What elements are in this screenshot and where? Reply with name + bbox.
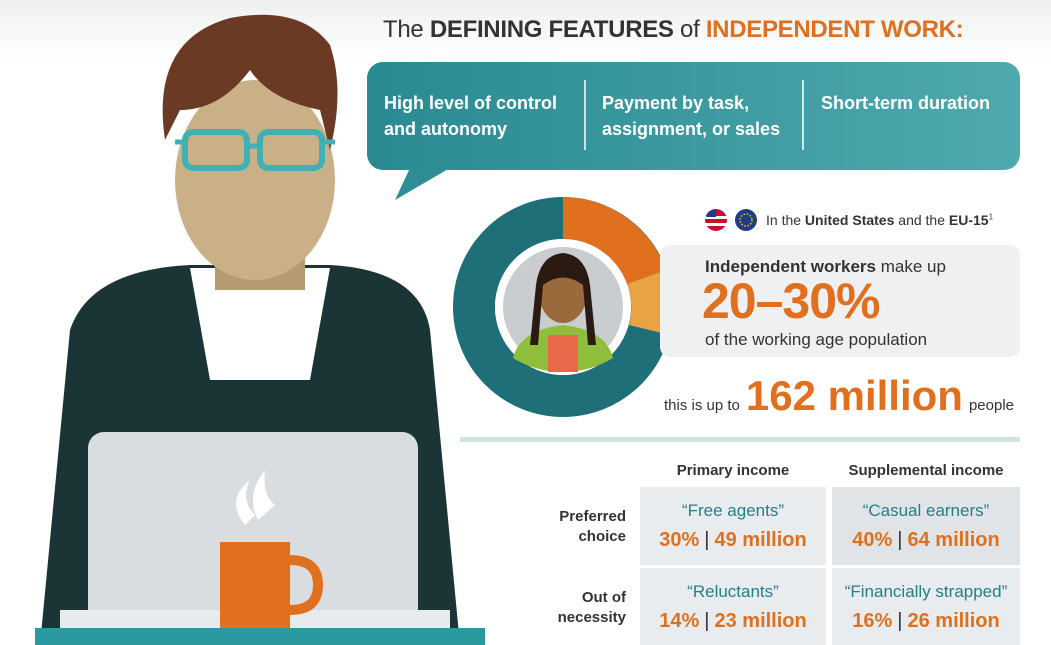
feature: Payment by task, assignment, or sales [602, 90, 797, 142]
segment-name: “Free agents” [640, 501, 826, 521]
total-suffix: people [969, 397, 1014, 414]
table-cell: “Financially strapped” 16%|26 million [832, 568, 1020, 645]
region-eu: EU-15 [949, 212, 989, 228]
segment-share: 30% [659, 529, 699, 551]
segment-count: 26 million [907, 610, 999, 632]
region-us: United States [805, 212, 894, 228]
separator: | [704, 529, 709, 551]
segment-count: 23 million [714, 610, 806, 632]
title: The DEFINING FEATURES of INDEPENDENT WOR… [383, 16, 963, 44]
feature: High level of control and autonomy [384, 90, 574, 142]
segment-figures: 30%|49 million [640, 529, 826, 552]
region-joiner: and the [898, 212, 945, 228]
separator: | [897, 529, 902, 551]
segment-figures: 40%|64 million [832, 529, 1020, 552]
segment-name: “Financially strapped” [832, 582, 1020, 602]
column-header: Primary income [640, 462, 826, 479]
table-cell: “Free agents” 30%|49 million [640, 487, 826, 565]
segment-name: “Casual earners” [832, 501, 1020, 521]
region-line: In the United States and the EU-151 [766, 212, 993, 228]
total-number: 162 million [746, 372, 963, 419]
segment-share: 16% [852, 610, 892, 632]
segment-count: 49 million [714, 529, 806, 551]
separator: | [704, 610, 709, 632]
infographic: The DEFINING FEATURES of INDEPENDENT WOR… [0, 0, 1051, 645]
stat-range: 20–30% [702, 272, 880, 330]
stat-lead-text: make up [881, 257, 946, 276]
segment-count: 64 million [907, 529, 999, 551]
segment-name: “Reluctants” [640, 582, 826, 602]
separator: | [897, 610, 902, 632]
column-header: Supplemental income [832, 462, 1020, 479]
title-bold: DEFINING FEATURES [430, 16, 674, 43]
row-label: Preferred choice [536, 507, 626, 547]
title-accent: INDEPENDENT WORK: [706, 16, 964, 43]
total-prefix: this is up to [664, 397, 740, 414]
segment-share: 14% [659, 610, 699, 632]
title-mid: of [680, 16, 699, 43]
segment-figures: 16%|26 million [832, 610, 1020, 633]
segment-figures: 14%|23 million [640, 610, 826, 633]
table-cell: “Reluctants” 14%|23 million [640, 568, 826, 645]
region-prefix: In the [766, 212, 801, 228]
feature: Short-term duration [821, 90, 1011, 116]
total-line: this is up to 162 million people [664, 372, 1014, 420]
table-cell: “Casual earners” 40%|64 million [832, 487, 1020, 565]
title-intro: The [383, 16, 423, 43]
segment-share: 40% [852, 529, 892, 551]
stat-tail: of the working age population [705, 330, 927, 350]
row-label: Out of necessity [536, 588, 626, 628]
footnote-mark: 1 [989, 212, 993, 221]
